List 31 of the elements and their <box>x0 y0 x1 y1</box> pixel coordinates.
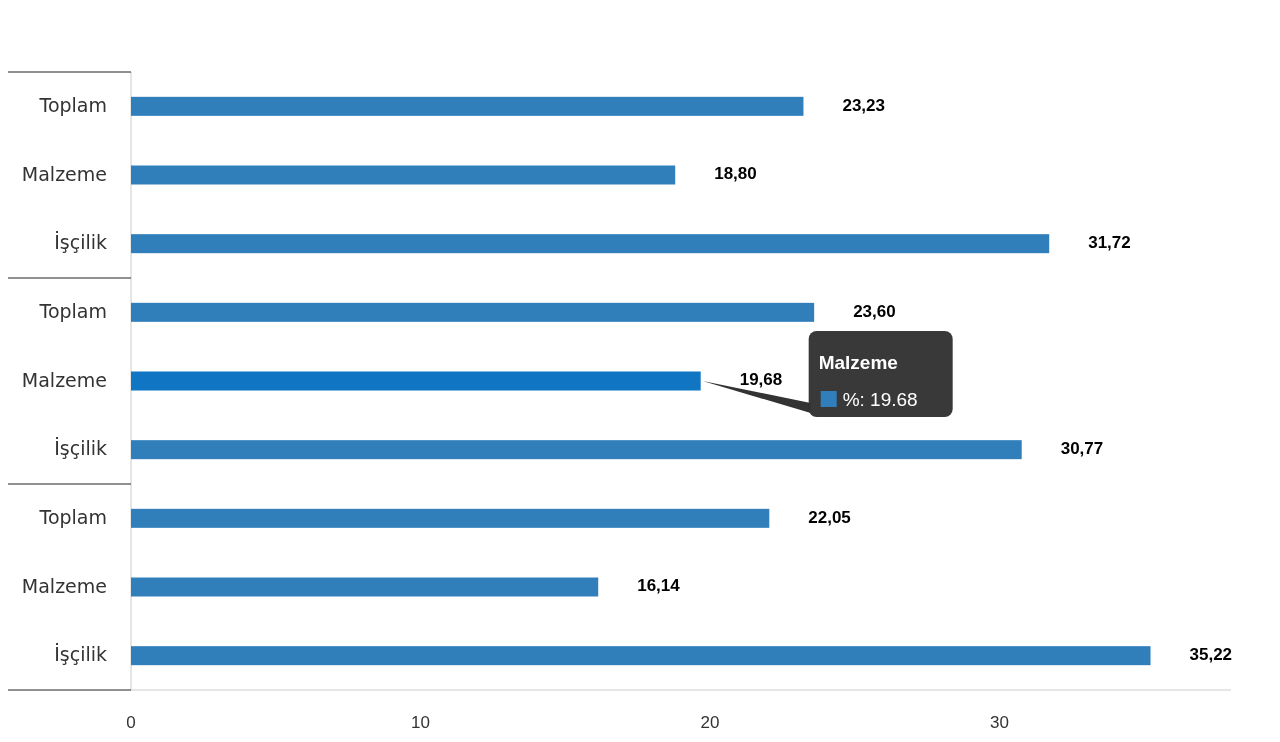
y-tick-label: Malzeme <box>21 162 107 185</box>
y-tick-label: İşçilik <box>54 643 107 666</box>
data-label: 22,05 <box>808 507 851 527</box>
data-label: 23,23 <box>842 95 885 115</box>
data-label: 23,60 <box>853 301 896 321</box>
bar <box>131 234 1050 254</box>
data-label: 31,72 <box>1088 233 1131 253</box>
bar <box>131 577 599 597</box>
bar <box>131 96 804 116</box>
data-label: 30,77 <box>1060 439 1104 459</box>
y-tick-label: İşçilik <box>54 231 107 254</box>
bar <box>131 302 815 322</box>
y-tick-label: Toplam <box>38 505 107 528</box>
x-tick-label: 0 <box>126 713 136 732</box>
x-tick-label: 10 <box>411 713 430 732</box>
x-tick-label: 20 <box>700 713 720 732</box>
y-tick-label: Malzeme <box>21 368 107 391</box>
data-label: 18,80 <box>714 164 757 184</box>
data-label: 16,14 <box>637 576 681 596</box>
y-tick-label: Toplam <box>38 93 107 116</box>
data-label: 19,68 <box>739 370 783 390</box>
annotation: Malzeme %: 19.68 <box>818 352 918 410</box>
bar <box>131 646 1151 666</box>
bar <box>131 508 770 528</box>
y-tick-label: İşçilik <box>54 437 107 460</box>
x-tick-label: 30 <box>989 713 1009 732</box>
y-tick-label: Toplam <box>38 299 107 322</box>
data-label: 35,22 <box>1189 645 1233 665</box>
y-tick-label: Malzeme <box>21 574 107 597</box>
bar <box>131 165 676 185</box>
bar <box>131 440 1022 460</box>
